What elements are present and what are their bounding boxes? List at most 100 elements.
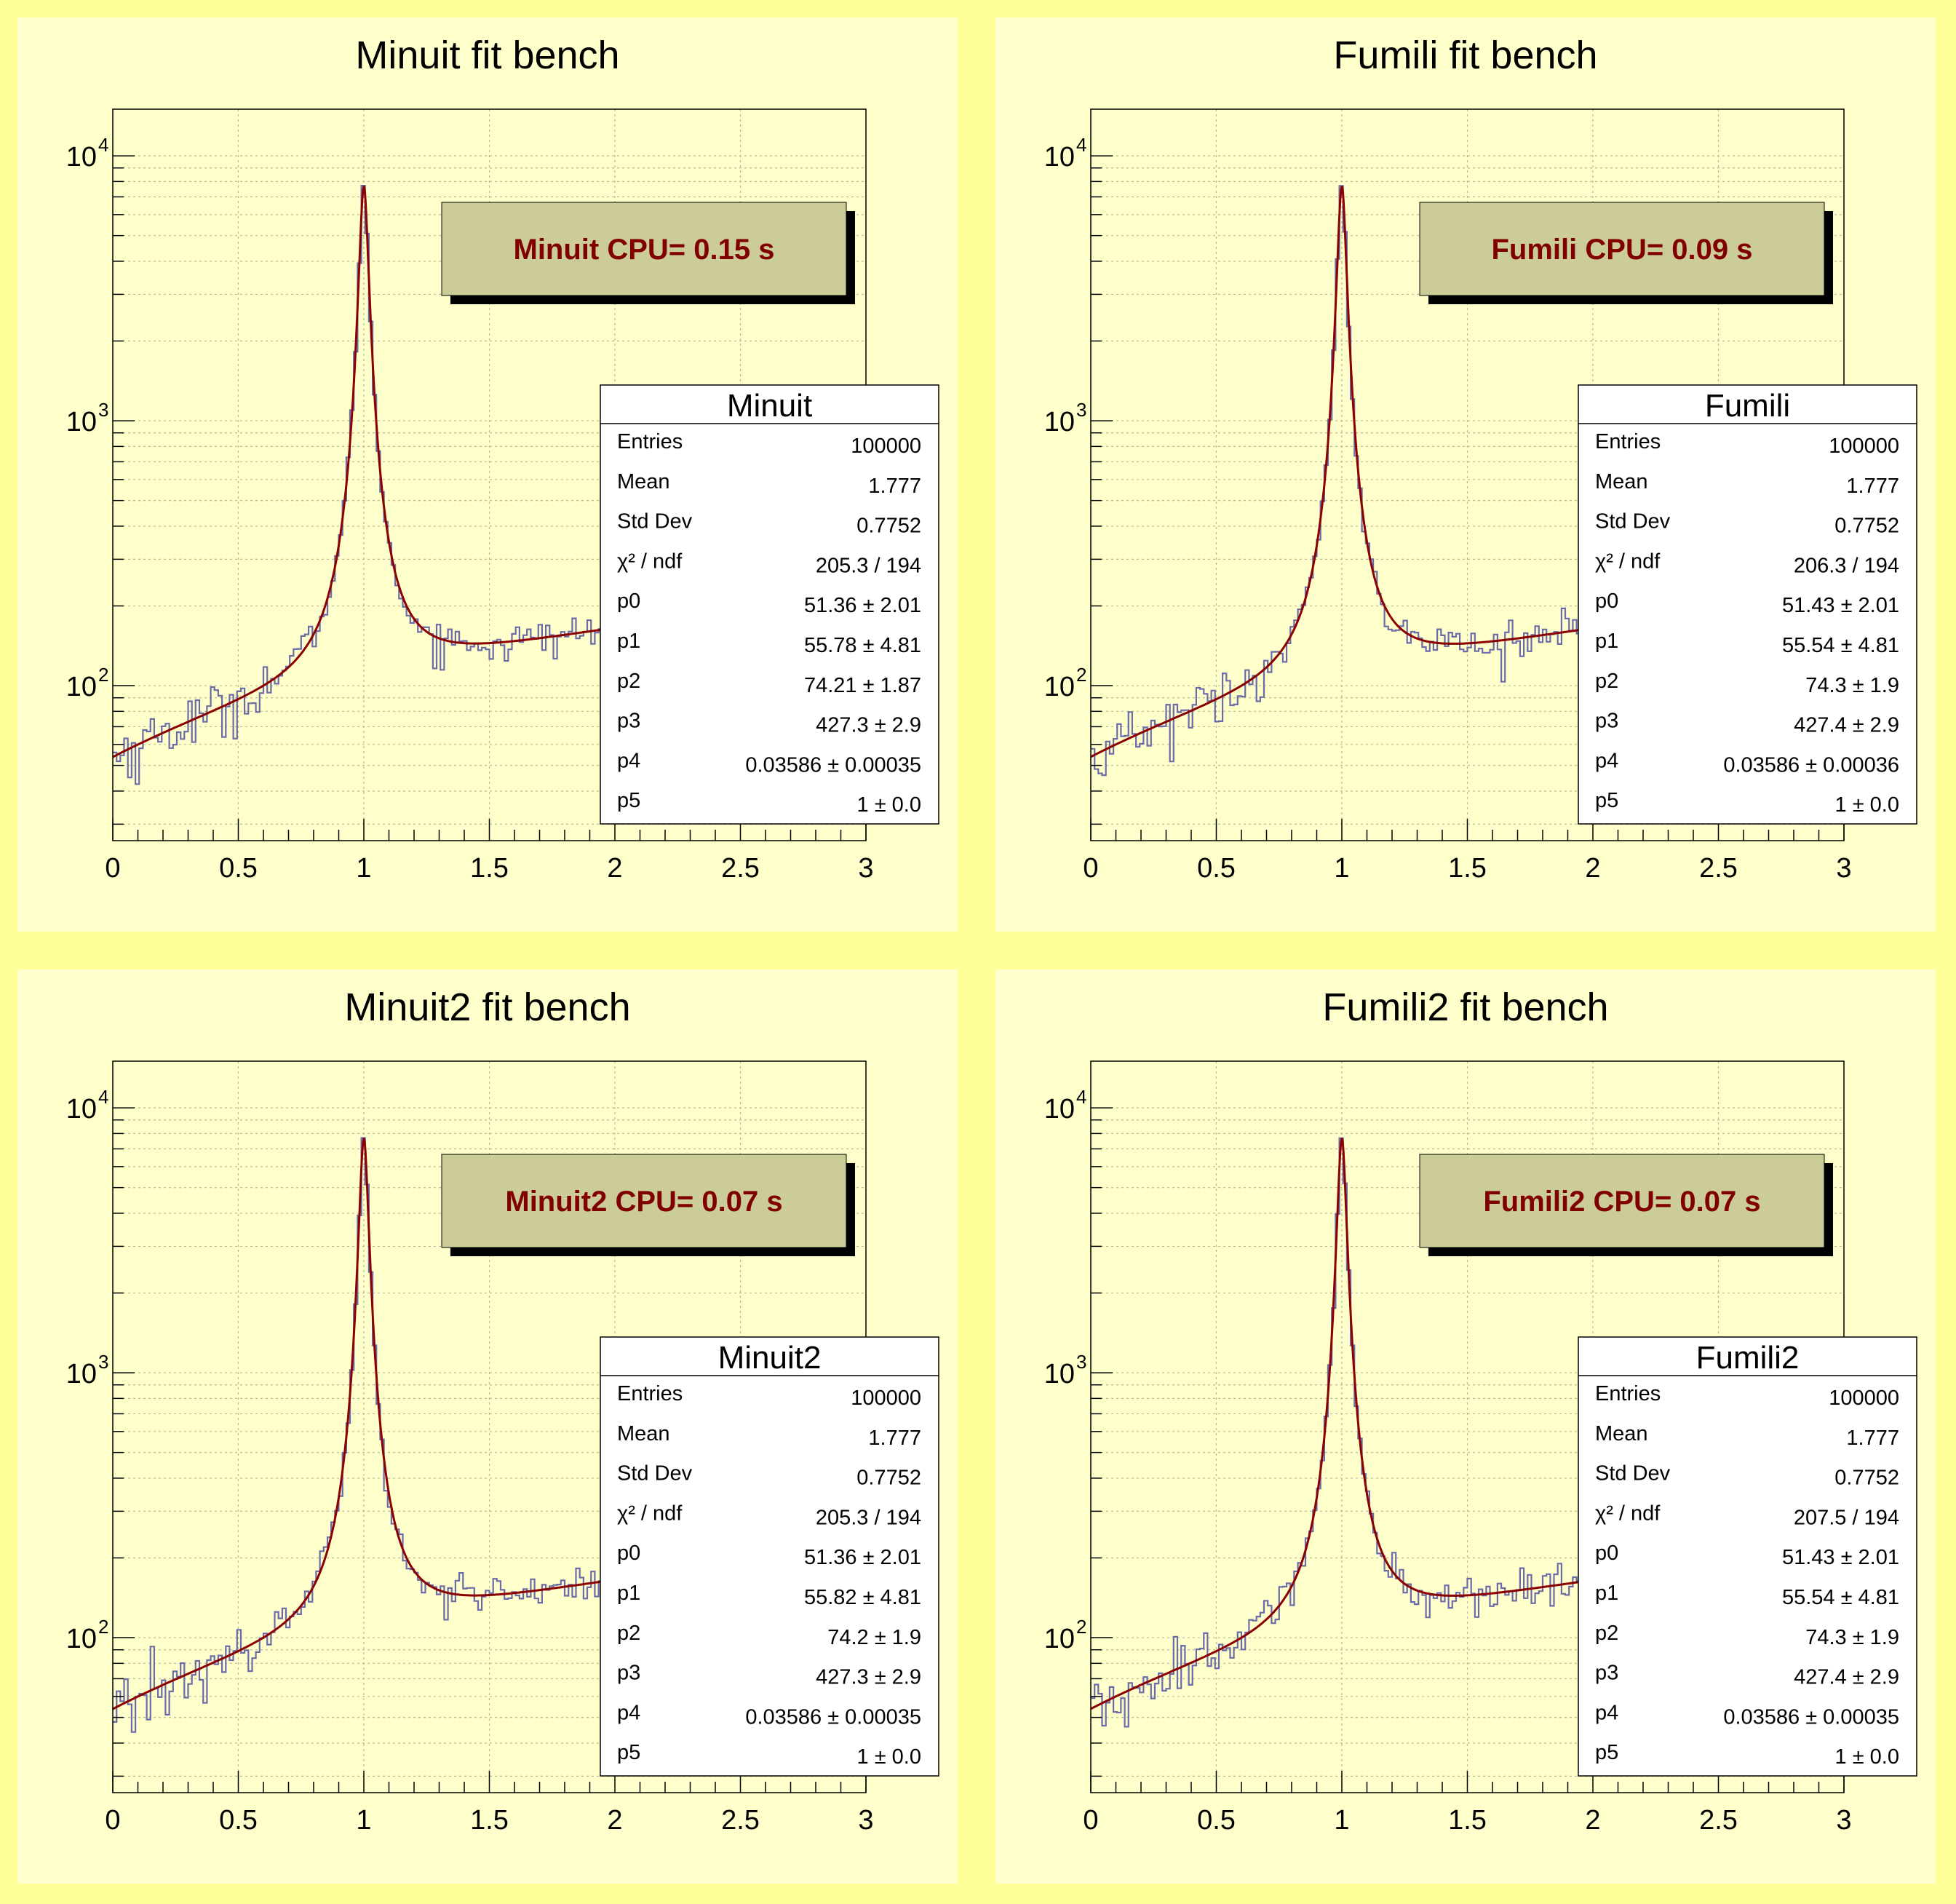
cpu-box <box>1419 1154 1825 1248</box>
y-tick-label: 10 <box>1044 1359 1075 1389</box>
x-tick-label: 1.5 <box>470 1805 509 1836</box>
stats-row-value: 0.03586 ± 0.00035 <box>745 1705 921 1729</box>
x-tick-label: 0.5 <box>219 853 258 884</box>
stats-row-label: p0 <box>1595 1542 1618 1565</box>
stats-row-label: Mean <box>1595 470 1648 493</box>
y-tick-exponent: 4 <box>98 1086 108 1108</box>
stats-row-label: p1 <box>617 630 640 653</box>
y-tick-label: 10 <box>1044 1094 1075 1124</box>
stats-row-label: χ² / ndf <box>1595 1502 1661 1525</box>
cpu-box <box>441 1154 847 1248</box>
y-tick-exponent: 3 <box>1076 399 1086 421</box>
x-tick-label: 0.5 <box>219 1805 258 1836</box>
stats-row-value: 1 ± 0.0 <box>857 1745 921 1769</box>
stats-row-value: 100000 <box>1829 435 1899 458</box>
stats-row-label: Std Dev <box>617 1462 693 1485</box>
x-tick-label: 3 <box>1836 1805 1851 1836</box>
stats-row-label: p3 <box>617 1662 640 1685</box>
stats-row-value: 55.78 ± 4.81 <box>804 634 921 657</box>
x-tick-label: 1 <box>1334 1805 1349 1836</box>
stats-row-value: 100000 <box>851 1387 921 1410</box>
stats-row-label: p2 <box>617 670 640 693</box>
stats-row-label: Mean <box>617 470 670 493</box>
y-tick-exponent: 4 <box>1076 1086 1086 1108</box>
x-tick-label: 1.5 <box>1448 853 1487 884</box>
stats-row-value: 427.4 ± 2.9 <box>1794 1666 1899 1689</box>
stats-row-label: p5 <box>617 1741 640 1764</box>
stats-row-value: 51.36 ± 2.01 <box>804 1546 921 1569</box>
stats-row-value: 51.36 ± 2.01 <box>804 594 921 617</box>
stats-row-value: 0.03586 ± 0.00036 <box>1723 753 1899 777</box>
x-tick-label: 0 <box>1083 1805 1098 1836</box>
cpu-box <box>1419 202 1825 296</box>
stats-row-value: 0.03586 ± 0.00035 <box>1723 1705 1899 1729</box>
x-tick-label: 1.5 <box>1448 1805 1487 1836</box>
stats-title: Minuit2 <box>718 1340 822 1376</box>
y-tick-exponent: 3 <box>98 1351 108 1373</box>
x-tick-label: 3 <box>858 853 873 884</box>
cpu-time-label: Fumili2 CPU= 0.07 s <box>1483 1186 1760 1218</box>
stats-row-value: 207.5 / 194 <box>1794 1506 1899 1529</box>
chart-title: Minuit2 fit bench <box>344 985 630 1029</box>
y-tick-label: 10 <box>1044 672 1075 702</box>
stats-row-label: p0 <box>617 590 640 613</box>
stats-row-label: Entries <box>1595 430 1661 453</box>
x-tick-label: 0 <box>105 853 120 884</box>
stats-row-label: p0 <box>1595 590 1618 613</box>
stats-row-label: χ² / ndf <box>617 550 683 573</box>
stats-box <box>600 384 939 825</box>
y-tick-label: 10 <box>1044 407 1075 437</box>
stats-row-label: Entries <box>1595 1382 1661 1405</box>
x-tick-label: 3 <box>1836 853 1851 884</box>
stats-row-label: p3 <box>1595 710 1618 733</box>
stats-box <box>1578 1336 1917 1777</box>
y-tick-label: 10 <box>66 142 97 172</box>
stats-row-value: 1.777 <box>1846 475 1899 498</box>
stats-row-value: 0.03586 ± 0.00035 <box>745 753 921 777</box>
stats-row-label: p4 <box>617 1701 640 1724</box>
stats-row-label: χ² / ndf <box>1595 550 1661 573</box>
stats-row-value: 0.7752 <box>856 1467 921 1490</box>
cpu-time-label: Fumili CPU= 0.09 s <box>1491 234 1752 266</box>
x-tick-label: 2 <box>1585 1805 1600 1836</box>
x-tick-label: 2.5 <box>1699 853 1738 884</box>
y-tick-label: 10 <box>66 1094 97 1124</box>
y-tick-label: 10 <box>1044 142 1075 172</box>
stats-row-value: 427.3 ± 2.9 <box>816 714 921 737</box>
y-tick-exponent: 2 <box>1076 1616 1086 1638</box>
stats-row-label: p5 <box>617 789 640 812</box>
x-tick-label: 0.5 <box>1197 853 1236 884</box>
stats-row-label: p5 <box>1595 1741 1618 1764</box>
x-tick-label: 1 <box>356 1805 371 1836</box>
stats-row-label: p4 <box>1595 1701 1618 1724</box>
stats-row-value: 51.43 ± 2.01 <box>1782 1546 1899 1569</box>
y-tick-exponent: 4 <box>1076 134 1086 156</box>
stats-row-value: 1 ± 0.0 <box>857 793 921 817</box>
stats-row-label: p3 <box>1595 1662 1618 1685</box>
stats-row-label: Entries <box>617 430 683 453</box>
stats-row-value: 55.82 ± 4.81 <box>804 1586 921 1609</box>
x-tick-label: 0.5 <box>1197 1805 1236 1836</box>
stats-row-label: Std Dev <box>1595 510 1671 533</box>
stats-row-value: 74.2 ± 1.9 <box>827 1626 921 1649</box>
stats-row-value: 427.4 ± 2.9 <box>1794 714 1899 737</box>
x-tick-label: 2 <box>1585 853 1600 884</box>
stats-row-value: 1 ± 0.0 <box>1835 793 1899 817</box>
x-tick-label: 1 <box>356 853 371 884</box>
x-tick-label: 2.5 <box>721 853 760 884</box>
chart-title: Fumili fit bench <box>1333 33 1597 77</box>
cpu-box <box>441 202 847 296</box>
stats-row-value: 205.3 / 194 <box>816 554 921 577</box>
stats-row-label: p4 <box>1595 749 1618 772</box>
stats-row-label: p3 <box>617 710 640 733</box>
stats-row-value: 1.777 <box>1846 1427 1899 1450</box>
stats-row-label: p2 <box>617 1622 640 1645</box>
y-tick-exponent: 4 <box>98 134 108 156</box>
stats-row-value: 1.777 <box>868 1427 921 1450</box>
stats-row-label: p4 <box>617 749 640 772</box>
stats-row-label: p2 <box>1595 670 1618 693</box>
stats-row-label: p1 <box>617 1582 640 1605</box>
stats-row-value: 0.7752 <box>1834 1467 1899 1490</box>
chart-title: Fumili2 fit bench <box>1322 985 1608 1029</box>
